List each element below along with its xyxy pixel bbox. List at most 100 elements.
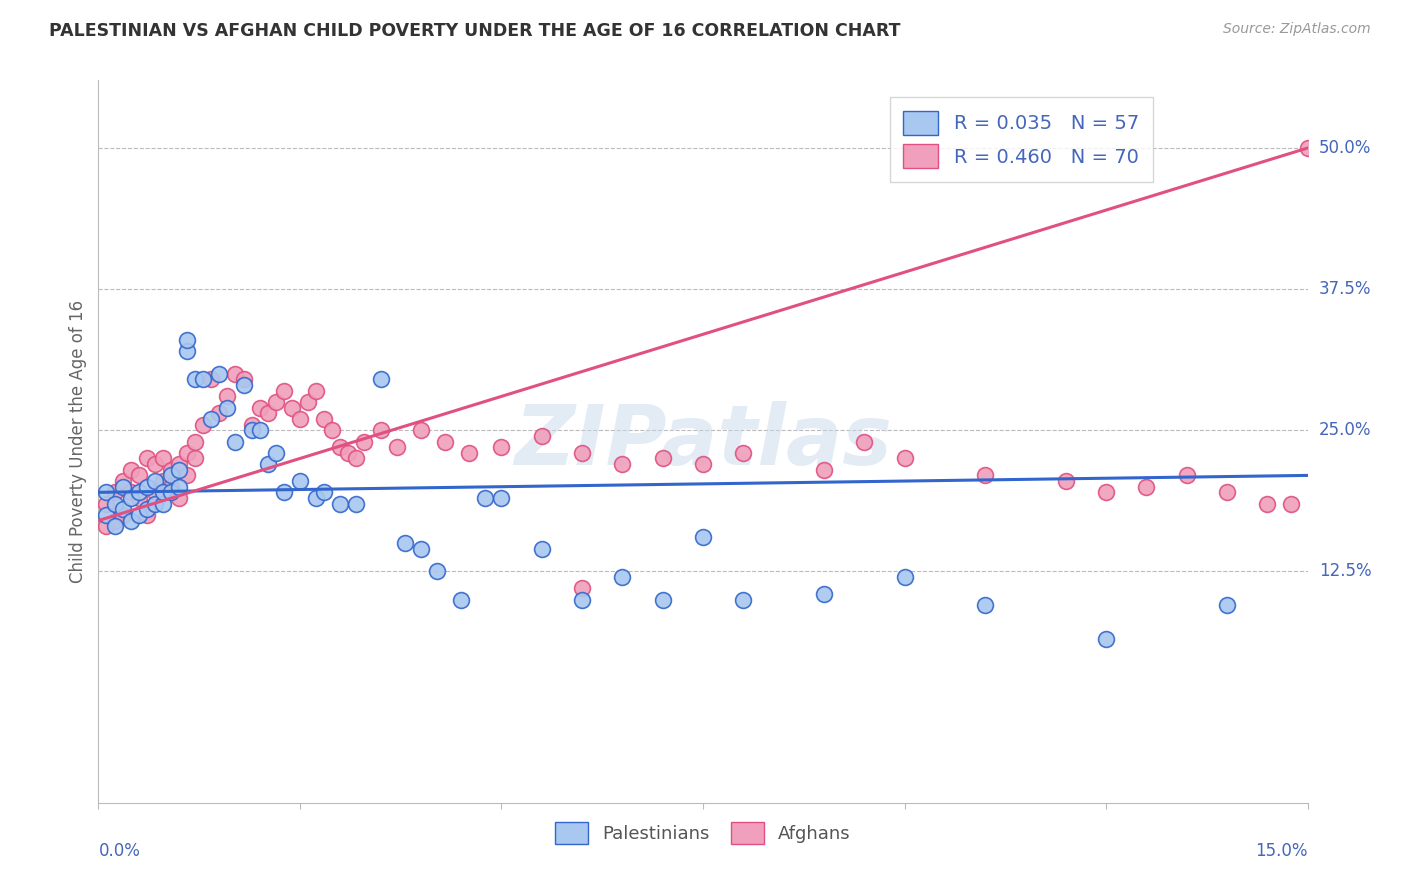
- Point: [152, 497, 174, 511]
- Point: [160, 485, 183, 500]
- Point: [111, 502, 134, 516]
- Point: [200, 372, 222, 386]
- Point: [232, 378, 254, 392]
- Point: [813, 587, 835, 601]
- Point: [208, 406, 231, 420]
- Point: [96, 485, 118, 500]
- Point: [314, 485, 336, 500]
- Point: [96, 519, 118, 533]
- Point: [281, 401, 304, 415]
- Point: [474, 491, 496, 505]
- Point: [184, 372, 207, 386]
- Point: [193, 417, 215, 432]
- Point: [1135, 480, 1157, 494]
- Text: PALESTINIAN VS AFGHAN CHILD POVERTY UNDER THE AGE OF 16 CORRELATION CHART: PALESTINIAN VS AFGHAN CHILD POVERTY UNDE…: [49, 22, 901, 40]
- Point: [491, 491, 513, 505]
- Point: [305, 384, 328, 398]
- Point: [612, 457, 634, 471]
- Point: [1296, 141, 1319, 155]
- Point: [167, 457, 190, 471]
- Point: [120, 463, 142, 477]
- Point: [273, 384, 295, 398]
- Point: [176, 344, 198, 359]
- Point: [96, 508, 118, 522]
- Text: 0.0%: 0.0%: [98, 842, 141, 860]
- Point: [160, 463, 183, 477]
- Text: Source: ZipAtlas.com: Source: ZipAtlas.com: [1223, 22, 1371, 37]
- Point: [135, 480, 157, 494]
- Point: [103, 485, 125, 500]
- Point: [571, 446, 593, 460]
- Point: [370, 423, 392, 437]
- Point: [370, 372, 392, 386]
- Text: 37.5%: 37.5%: [1319, 280, 1371, 298]
- Point: [160, 468, 183, 483]
- Point: [111, 508, 134, 522]
- Point: [200, 412, 222, 426]
- Text: 12.5%: 12.5%: [1319, 562, 1371, 581]
- Point: [120, 491, 142, 505]
- Point: [385, 440, 408, 454]
- Point: [893, 570, 915, 584]
- Point: [893, 451, 915, 466]
- Point: [176, 446, 198, 460]
- Point: [217, 401, 239, 415]
- Point: [530, 541, 553, 556]
- Point: [1281, 497, 1303, 511]
- Text: ZIPatlas: ZIPatlas: [515, 401, 891, 482]
- Point: [344, 497, 367, 511]
- Point: [1054, 474, 1077, 488]
- Point: [135, 502, 157, 516]
- Point: [394, 536, 416, 550]
- Point: [651, 451, 673, 466]
- Point: [651, 592, 673, 607]
- Point: [176, 468, 198, 483]
- Point: [176, 333, 198, 347]
- Point: [491, 440, 513, 454]
- Point: [249, 401, 271, 415]
- Point: [692, 457, 714, 471]
- Point: [353, 434, 375, 449]
- Point: [426, 565, 449, 579]
- Point: [458, 446, 481, 460]
- Point: [111, 480, 134, 494]
- Point: [217, 389, 239, 403]
- Point: [1095, 485, 1118, 500]
- Point: [288, 474, 311, 488]
- Point: [103, 514, 125, 528]
- Point: [184, 434, 207, 449]
- Point: [1095, 632, 1118, 646]
- Point: [530, 429, 553, 443]
- Point: [152, 485, 174, 500]
- Point: [264, 395, 287, 409]
- Point: [329, 440, 352, 454]
- Text: 25.0%: 25.0%: [1319, 421, 1371, 439]
- Point: [160, 480, 183, 494]
- Point: [344, 451, 367, 466]
- Point: [1175, 468, 1198, 483]
- Point: [305, 491, 328, 505]
- Point: [434, 434, 457, 449]
- Point: [974, 468, 997, 483]
- Point: [853, 434, 876, 449]
- Point: [733, 592, 755, 607]
- Point: [128, 508, 150, 522]
- Point: [1256, 497, 1278, 511]
- Point: [1216, 485, 1239, 500]
- Point: [264, 446, 287, 460]
- Point: [692, 531, 714, 545]
- Point: [273, 485, 295, 500]
- Point: [337, 446, 360, 460]
- Point: [120, 485, 142, 500]
- Point: [288, 412, 311, 426]
- Point: [128, 491, 150, 505]
- Point: [143, 474, 166, 488]
- Point: [167, 480, 190, 494]
- Point: [409, 423, 432, 437]
- Point: [232, 372, 254, 386]
- Point: [314, 412, 336, 426]
- Point: [409, 541, 432, 556]
- Point: [167, 491, 190, 505]
- Point: [571, 582, 593, 596]
- Point: [103, 519, 125, 533]
